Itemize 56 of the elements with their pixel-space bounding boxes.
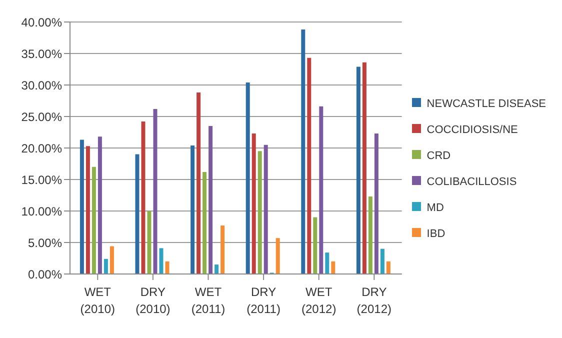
y-tick-label: 40.00% xyxy=(21,15,62,30)
x-tick-label: DRY (2011) xyxy=(246,285,280,316)
bar xyxy=(165,261,170,274)
x-tick-label: WET (2010) xyxy=(80,285,115,316)
legend-label: COLIBACILLOSIS xyxy=(426,175,518,190)
y-tick-label: 15.00% xyxy=(21,172,62,187)
bar xyxy=(159,248,164,274)
bar xyxy=(92,166,96,274)
bar xyxy=(252,134,256,274)
bar xyxy=(98,136,102,274)
bar xyxy=(356,66,360,274)
legend-label: MD xyxy=(426,201,445,216)
y-tick-label: 25.00% xyxy=(21,110,62,124)
bar xyxy=(276,238,280,274)
bar xyxy=(208,126,213,274)
bar xyxy=(386,261,390,274)
y-tick-label: 5.00% xyxy=(28,236,62,250)
x-tick-label: DRY (2010) xyxy=(136,285,170,316)
bar xyxy=(374,134,378,274)
bar xyxy=(307,58,312,274)
y-tick-label: 0.00% xyxy=(28,267,62,282)
bar xyxy=(110,246,114,274)
y-tick-label: 10.00% xyxy=(21,204,62,218)
bar xyxy=(147,211,152,274)
bar xyxy=(153,108,158,274)
bar xyxy=(368,196,372,274)
bar xyxy=(380,248,384,274)
y-tick-label: 20.00% xyxy=(21,141,62,156)
y-tick-label: 35.00% xyxy=(21,46,62,61)
x-tick-label: WET (2011) xyxy=(191,285,226,316)
bar xyxy=(104,258,108,274)
legend-label: NEWCASTLE DISEASE xyxy=(426,97,546,112)
bar xyxy=(258,151,262,274)
x-tick-label: WET (2012) xyxy=(302,285,336,316)
bar xyxy=(220,225,225,274)
bar xyxy=(80,140,84,274)
legend-label: CRD xyxy=(426,149,452,164)
bar xyxy=(331,261,336,274)
bar xyxy=(196,92,201,274)
bar xyxy=(362,62,366,274)
bar xyxy=(190,145,195,274)
legend-label: IBD xyxy=(426,227,446,242)
y-tick-label: 30.00% xyxy=(21,78,62,92)
bar xyxy=(264,144,268,274)
legend-label: COCCIDIOSIS/NE xyxy=(426,123,519,138)
bar xyxy=(135,154,140,274)
bar xyxy=(246,82,250,274)
x-tick-label: DRY (2012) xyxy=(356,285,392,316)
bar xyxy=(319,106,324,274)
bar xyxy=(86,146,90,274)
bar xyxy=(202,172,207,274)
bar xyxy=(301,30,306,274)
bar xyxy=(325,252,330,274)
bar xyxy=(141,122,146,274)
bar xyxy=(313,217,318,274)
bar xyxy=(214,264,219,274)
